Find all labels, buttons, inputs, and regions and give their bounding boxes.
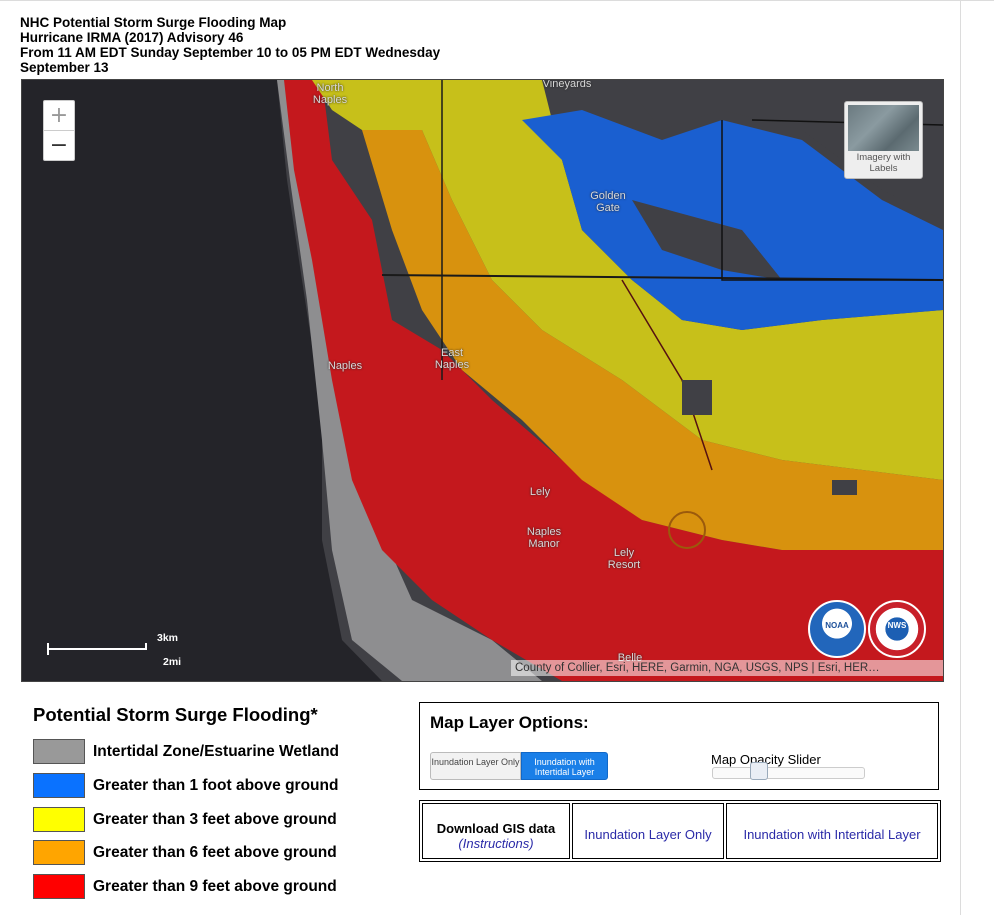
place-label-golden-gate: Golden Gate — [590, 190, 626, 214]
layer-options-title: Map Layer Options: — [430, 713, 589, 732]
legend-swatch-6ft — [33, 840, 85, 865]
legend-label-9ft: Greater than 9 feet above ground — [93, 878, 337, 895]
gis-inundation-intertidal-cell: Inundation with Intertidal Layer — [726, 803, 938, 859]
place-label-north-naples: North Naples — [312, 82, 348, 106]
basemap-thumbnail — [848, 105, 919, 151]
scale-bar: 3km 2mi — [47, 630, 181, 670]
place-label-lely-resort: Lely Resort — [607, 547, 641, 571]
scale-tick-right — [145, 643, 147, 649]
opacity-slider-label: Map Opacity Slider — [711, 752, 821, 767]
gis-inundation-intertidal-link[interactable]: Inundation with Intertidal Layer — [743, 827, 921, 842]
inundation-intertidal-button[interactable]: Inundation with Intertidal Layer — [521, 752, 608, 780]
place-label-naples-manor: Naples Manor — [526, 526, 562, 550]
nws-logo: NWS — [868, 600, 926, 658]
scale-km-label: 3km — [157, 632, 179, 644]
gis-inundation-only-cell: Inundation Layer Only — [572, 803, 724, 859]
noaa-logo-text: NOAA — [825, 621, 849, 630]
gis-inundation-only-link[interactable]: Inundation Layer Only — [584, 827, 712, 842]
header-period: From 11 AM EDT Sunday September 10 to 05… — [20, 45, 441, 60]
zoom-control: + − — [43, 100, 75, 161]
legend-swatch-1ft — [33, 773, 85, 798]
legend-label-1ft: Greater than 1 foot above ground — [93, 777, 339, 794]
scale-mi-label: 2mi — [163, 656, 182, 668]
place-label-vineyards: Vineyards — [542, 79, 592, 90]
opacity-slider-track[interactable] — [712, 767, 865, 779]
gis-download-label: Download GIS data — [436, 821, 556, 836]
zoom-out-button[interactable]: − — [44, 130, 74, 160]
legend-swatch-intertidal — [33, 739, 85, 764]
header-title: NHC Potential Storm Surge Flooding Map — [20, 15, 287, 30]
legend-title: Potential Storm Surge Flooding* — [33, 704, 318, 725]
map-attribution[interactable]: County of Collier, Esri, HERE, Garmin, N… — [511, 660, 943, 676]
opacity-slider-handle[interactable] — [750, 762, 768, 780]
inundation-only-button[interactable]: Inundation Layer Only — [430, 752, 521, 780]
gis-instructions-link[interactable]: (Instructions) — [458, 836, 534, 851]
legend-label-3ft: Greater than 3 feet above ground — [93, 811, 337, 828]
legend-swatch-9ft — [33, 874, 85, 899]
place-label-naples: Naples — [327, 360, 363, 372]
gis-download-cell: Download GIS data (Instructions) — [422, 803, 570, 859]
storm-surge-map[interactable]: + − Imagery with Labels North Naples Vin… — [21, 79, 944, 682]
header-period-end: September 13 — [20, 60, 109, 75]
legend-label-6ft: Greater than 6 feet above ground — [93, 844, 337, 861]
nws-logo-text: NWS — [887, 621, 907, 630]
page-top-border — [0, 0, 994, 1]
zoom-in-button[interactable]: + — [49, 103, 69, 128]
gis-download-table: Download GIS data (Instructions) Inundat… — [419, 800, 941, 862]
map-header: NHC Potential Storm Surge Flooding Map H… — [20, 15, 490, 75]
header-advisory: Hurricane IRMA (2017) Advisory 46 — [20, 30, 244, 45]
page-right-border — [960, 0, 961, 915]
place-label-east-naples: East Naples — [434, 347, 470, 371]
map-layer-options: Map Layer Options: Inundation Layer Only… — [419, 702, 939, 790]
basemap-label: Imagery with Labels — [856, 152, 911, 174]
basemap-toggle[interactable]: Imagery with Labels — [844, 101, 923, 179]
place-label-lely: Lely — [529, 486, 551, 498]
legend-label-intertidal: Intertidal Zone/Estuarine Wetland — [93, 743, 340, 760]
map-surface — [22, 80, 943, 681]
legend-swatch-3ft — [33, 807, 85, 832]
scale-line — [47, 648, 147, 650]
noaa-logo: NOAA — [808, 600, 866, 658]
